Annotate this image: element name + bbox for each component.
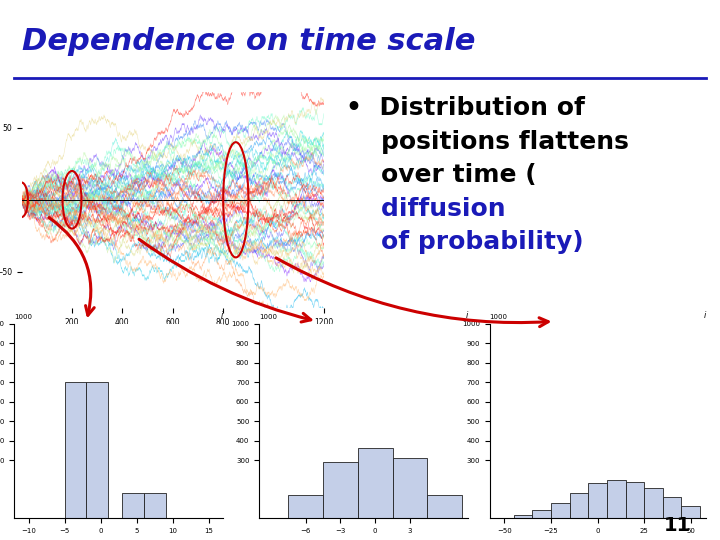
Bar <box>570 493 588 518</box>
Bar <box>607 480 626 518</box>
Text: •  Distribution of
    positions flattens
    over time (: • Distribution of positions flattens ove… <box>346 96 629 187</box>
Bar <box>122 493 144 518</box>
Bar <box>428 495 462 518</box>
Bar <box>514 515 532 518</box>
Bar <box>663 497 681 518</box>
Bar <box>144 493 166 518</box>
Bar <box>644 488 663 518</box>
Bar <box>588 483 607 518</box>
Text: diffusion
    of probability): diffusion of probability) <box>346 96 584 254</box>
Text: 11: 11 <box>664 516 691 535</box>
Bar <box>86 382 108 518</box>
Bar <box>65 382 86 518</box>
Text: Dependence on time scale: Dependence on time scale <box>22 27 475 56</box>
Text: 1000: 1000 <box>490 314 508 320</box>
Bar <box>358 448 392 518</box>
Text: 1000: 1000 <box>14 314 32 320</box>
Bar <box>681 506 700 518</box>
Text: 1000: 1000 <box>259 314 277 320</box>
Text: i: i <box>466 311 468 320</box>
Bar <box>551 503 570 518</box>
Bar <box>626 482 644 518</box>
Text: i: i <box>703 311 706 320</box>
Text: i: i <box>221 311 223 320</box>
Bar <box>532 510 551 518</box>
Bar <box>323 462 358 518</box>
Bar <box>288 495 323 518</box>
Bar <box>392 458 428 518</box>
